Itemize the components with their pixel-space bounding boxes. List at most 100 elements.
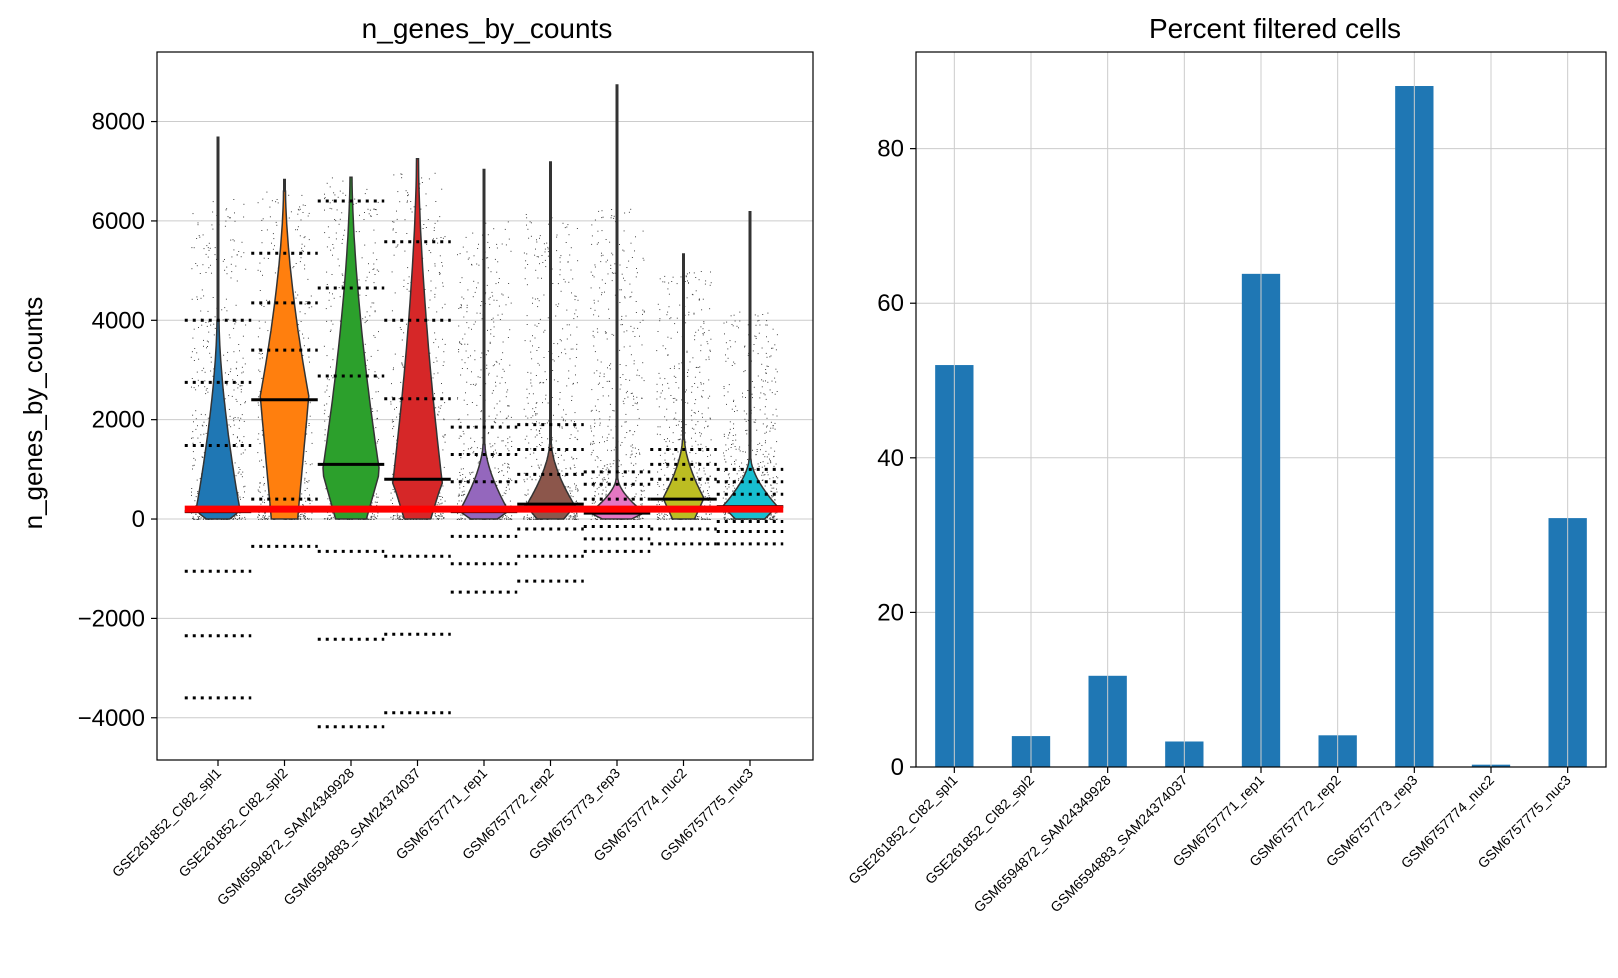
jitter-point xyxy=(723,512,725,514)
jitter-point xyxy=(575,516,577,518)
jitter-point xyxy=(510,250,512,252)
jitter-point xyxy=(375,493,377,495)
jitter-point xyxy=(310,295,312,297)
jitter-point xyxy=(684,281,686,282)
jitter-point xyxy=(376,496,378,498)
jitter-point xyxy=(771,392,773,394)
jitter-point xyxy=(421,177,423,179)
jitter-point xyxy=(497,455,499,456)
jitter-point xyxy=(753,344,755,345)
jitter-point xyxy=(702,334,704,336)
jitter-point xyxy=(552,359,554,361)
jitter-point xyxy=(434,514,436,516)
jitter-point xyxy=(442,237,444,239)
jitter-point xyxy=(204,380,206,382)
jitter-point xyxy=(355,202,357,204)
jitter-point xyxy=(631,291,633,293)
jitter-point xyxy=(240,473,242,475)
jitter-point xyxy=(610,363,612,365)
jitter-point xyxy=(304,205,306,206)
jitter-point xyxy=(770,355,772,357)
jitter-point xyxy=(574,519,576,520)
jitter-point xyxy=(196,352,198,354)
jitter-point xyxy=(299,517,301,519)
jitter-point xyxy=(576,343,578,345)
jitter-point xyxy=(264,513,266,515)
jitter-point xyxy=(366,276,368,278)
jitter-point xyxy=(366,359,368,361)
jitter-point xyxy=(534,436,536,438)
jitter-point xyxy=(505,244,507,246)
jitter-point xyxy=(233,417,235,419)
jitter-point xyxy=(267,258,269,259)
jitter-point xyxy=(228,334,230,336)
jitter-point xyxy=(694,383,696,384)
jitter-point xyxy=(696,479,698,481)
jitter-point xyxy=(594,426,595,428)
jitter-point xyxy=(630,325,632,327)
jitter-point xyxy=(526,253,528,255)
jitter-point xyxy=(541,442,543,444)
jitter-point xyxy=(459,306,461,308)
jitter-point xyxy=(202,518,204,520)
jitter-point xyxy=(658,372,660,374)
jitter-point xyxy=(441,515,443,517)
jitter-point xyxy=(261,357,263,359)
jitter-point xyxy=(375,209,376,210)
jitter-point xyxy=(608,477,610,479)
jitter-point xyxy=(497,468,499,470)
jitter-point xyxy=(200,413,202,415)
jitter-point xyxy=(672,276,674,278)
jitter-point xyxy=(731,463,732,465)
jitter-point xyxy=(342,192,344,194)
jitter-point xyxy=(568,517,570,519)
jitter-point xyxy=(758,465,760,467)
jitter-point xyxy=(310,499,311,501)
jitter-point xyxy=(555,315,557,317)
jitter-point xyxy=(540,445,542,446)
jitter-point xyxy=(570,247,572,249)
jitter-point xyxy=(500,359,502,360)
jitter-point xyxy=(576,438,578,440)
jitter-point xyxy=(536,241,538,243)
jitter-point xyxy=(560,454,562,456)
jitter-point xyxy=(702,416,703,418)
jitter-point xyxy=(479,395,481,396)
jitter-point xyxy=(444,434,446,436)
jitter-point xyxy=(643,490,645,492)
jitter-point xyxy=(257,416,259,418)
jitter-point xyxy=(665,462,667,464)
jitter-point xyxy=(771,380,773,382)
jitter-point xyxy=(367,517,369,519)
jitter-point xyxy=(577,430,579,432)
jitter-point xyxy=(608,395,610,397)
jitter-point xyxy=(434,263,436,265)
jitter-point xyxy=(531,465,533,467)
jitter-point xyxy=(693,272,695,274)
jitter-point xyxy=(723,322,725,324)
jitter-point xyxy=(233,249,235,251)
jitter-point xyxy=(766,456,768,458)
jitter-point xyxy=(265,518,266,520)
jitter-point xyxy=(635,312,637,313)
jitter-point xyxy=(239,515,241,516)
jitter-point xyxy=(704,518,706,520)
jitter-point xyxy=(197,492,199,494)
jitter-point xyxy=(377,496,379,498)
jitter-point xyxy=(444,303,446,305)
jitter-point xyxy=(309,361,310,363)
jitter-point xyxy=(624,421,626,423)
jitter-point xyxy=(507,405,509,407)
jitter-point xyxy=(193,517,195,519)
jitter-point xyxy=(701,447,703,449)
jitter-point xyxy=(244,485,246,487)
bar-axes-frame xyxy=(915,51,1607,768)
jitter-point xyxy=(531,478,533,480)
jitter-point xyxy=(539,444,540,445)
jitter-point xyxy=(259,327,261,329)
jitter-point xyxy=(626,432,628,433)
jitter-point xyxy=(728,473,730,475)
jitter-point xyxy=(242,452,244,454)
jitter-point xyxy=(462,514,464,516)
jitter-point xyxy=(236,514,237,516)
